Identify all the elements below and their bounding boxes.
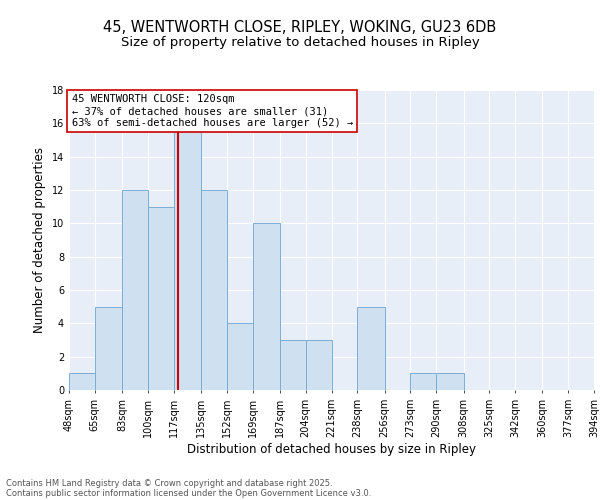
Bar xyxy=(201,190,227,390)
Bar xyxy=(253,224,280,390)
Y-axis label: Number of detached properties: Number of detached properties xyxy=(33,147,46,333)
Text: Contains public sector information licensed under the Open Government Licence v3: Contains public sector information licen… xyxy=(6,488,371,498)
Text: 45 WENTWORTH CLOSE: 120sqm
← 37% of detached houses are smaller (31)
63% of semi: 45 WENTWORTH CLOSE: 120sqm ← 37% of deta… xyxy=(71,94,353,128)
Bar xyxy=(122,190,148,390)
Bar xyxy=(95,306,122,390)
Text: 45, WENTWORTH CLOSE, RIPLEY, WOKING, GU23 6DB: 45, WENTWORTH CLOSE, RIPLEY, WOKING, GU2… xyxy=(103,20,497,35)
Text: Contains HM Land Registry data © Crown copyright and database right 2025.: Contains HM Land Registry data © Crown c… xyxy=(6,478,332,488)
Bar xyxy=(148,206,173,390)
Bar xyxy=(436,374,464,390)
Bar xyxy=(69,374,95,390)
Text: Size of property relative to detached houses in Ripley: Size of property relative to detached ho… xyxy=(121,36,479,49)
Bar xyxy=(227,324,253,390)
Bar xyxy=(173,124,201,390)
X-axis label: Distribution of detached houses by size in Ripley: Distribution of detached houses by size … xyxy=(187,442,476,456)
Bar xyxy=(357,306,385,390)
Bar xyxy=(306,340,331,390)
Bar xyxy=(410,374,436,390)
Bar xyxy=(280,340,306,390)
